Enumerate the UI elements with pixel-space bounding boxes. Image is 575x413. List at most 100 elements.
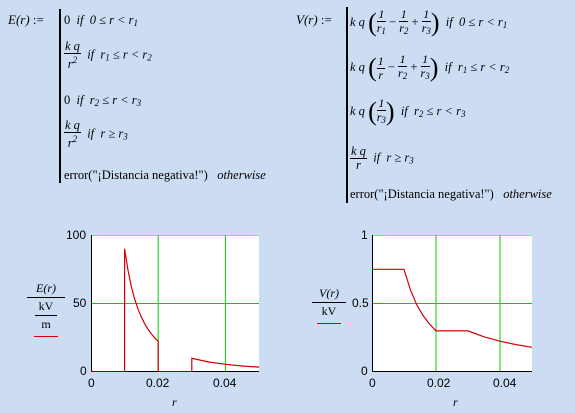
e-chart-series-3 [191, 357, 259, 372]
v-chart-ylabel[interactable]: V(r) kV [312, 286, 346, 324]
v-case-3-sub-b: 3 [460, 108, 466, 119]
v-case-2[interactable]: k q (1 r − 1 r2 + 1 r3) if r1 ≤ r < r2 [350, 52, 510, 82]
e-case-4[interactable]: k q r2 if r ≥ r3 [64, 119, 128, 150]
v-case-5-cond: otherwise [503, 187, 552, 201]
e-lhs-label: E(r) [8, 12, 30, 27]
e-chart-ylabel-main: E(r) [36, 281, 56, 295]
v-ytick-05: 0.5 [352, 296, 369, 310]
v-case-1-lead: k q [350, 14, 365, 29]
e-case-4-den: r [67, 136, 73, 151]
frac-num: 1 [376, 96, 386, 111]
e-case-2-num: k q [64, 39, 81, 54]
e-case-3-cond-a: r [89, 93, 95, 107]
v-case-5-expr: error("¡Distancia negativa!") [350, 187, 494, 201]
v-xtick-004: 0.04 [493, 376, 517, 390]
v-chart-xlabel: r [453, 395, 458, 409]
frac-num: 1 [420, 52, 430, 67]
e-case-1[interactable]: 0 if 0 ≤ r < r1 [64, 13, 138, 28]
e-ytick-100: 100 [66, 228, 87, 242]
e-function-lhs[interactable]: E(r) := [8, 12, 44, 28]
e-case-2-sub-b: 2 [147, 52, 152, 63]
v-case-3-cond-b: ≤ r < r [426, 103, 461, 118]
v-case-3-if: if [400, 103, 408, 118]
v-xtick-0: 0 [369, 376, 376, 390]
v-case-4-cond: r ≥ r [386, 150, 410, 165]
e-piecewise-bar [59, 9, 61, 183]
v-case-2-cond-a: r [457, 59, 463, 74]
frac-den: r3 [421, 21, 431, 37]
v-chart-series-0 [372, 268, 532, 348]
v-lhs-label: V(r) [296, 12, 318, 27]
e-case-2-cond-a: r [100, 47, 106, 62]
v-xtick-002: 0.02 [427, 376, 451, 390]
e-case-3-cond-b: ≤ r < r [102, 93, 137, 107]
frac-den: r1 [376, 21, 386, 37]
e-assign-symbol: := [32, 12, 44, 27]
close-paren-icon: ) [430, 8, 440, 37]
v-case-2-cond-b: ≤ r < r [470, 59, 505, 74]
v-case-3-cond-a: r [414, 103, 419, 118]
e-chart-ylabel[interactable]: E(r) kV m [27, 281, 65, 337]
e-case-2-pow: 2 [72, 55, 78, 65]
v-legend-line [317, 323, 341, 324]
e-case-3-expr: 0 [64, 93, 71, 107]
v-case-4-den: r [356, 158, 361, 172]
e-case-4-if: if [87, 126, 95, 141]
e-case-3[interactable]: 0 if r2 ≤ r < r3 [64, 93, 141, 108]
e-case-5-expr: error("¡Distancia negativa!") [64, 168, 208, 182]
v-function-lhs[interactable]: V(r) := [296, 12, 332, 28]
v-ytick-0: 0 [361, 364, 368, 378]
e-case-4-cond: r ≥ r [100, 126, 124, 141]
ylabel-fraction-bar [35, 315, 57, 316]
frac-den: r2 [398, 66, 408, 82]
open-paren-icon: ( [368, 97, 377, 126]
e-case-5[interactable]: error("¡Distancia negativa!") otherwise [64, 168, 266, 183]
v-case-1[interactable]: k q (1 r1 − 1 r2 + 1 r3) if 0 ≤ r < r1 [350, 7, 508, 37]
v-case-4-sub: 3 [409, 155, 414, 166]
e-field-chart[interactable] [91, 235, 259, 372]
e-case-4-pow: 2 [72, 134, 78, 144]
v-case-4-num: k q [350, 144, 367, 159]
v-assign-symbol: := [320, 12, 332, 27]
e-case-2[interactable]: k q r2 if r1 ≤ r < r2 [64, 40, 152, 71]
frac-den: r2 [399, 21, 409, 37]
v-case-1-cond: 0 ≤ r < r [459, 14, 503, 29]
e-case-1-cond: 0 ≤ r < r [89, 13, 134, 27]
frac-num: 1 [399, 7, 409, 22]
e-case-2-if: if [87, 47, 95, 62]
e-case-2-cond-b: ≤ r < r [112, 47, 148, 62]
v-case-1-if: if [445, 14, 453, 29]
v-potential-chart[interactable] [372, 235, 532, 372]
frac-den: r [378, 67, 384, 82]
close-paren-icon: ) [385, 97, 395, 126]
v-case-1-sub: 1 [502, 19, 508, 30]
frac-num: 1 [376, 7, 386, 22]
e-xtick-002: 0.02 [146, 376, 170, 390]
close-paren-icon: ) [429, 53, 439, 82]
e-xtick-0: 0 [88, 376, 95, 390]
open-paren-icon: ( [368, 8, 377, 37]
e-case-3-sub-b: 3 [136, 98, 142, 108]
v-piecewise-bar [346, 7, 348, 203]
open-paren-icon: ( [368, 53, 377, 82]
ylabel-fraction-bar [27, 297, 65, 298]
e-case-4-sub: 3 [123, 131, 128, 142]
frac-num: 1 [376, 53, 385, 69]
frac-num: 1 [421, 7, 431, 22]
e-ytick-0: 0 [80, 364, 87, 378]
e-case-2-den: r [67, 57, 73, 72]
ylabel-fraction-bar [312, 302, 346, 303]
frac-den: r3 [420, 66, 430, 82]
e-case-1-expr: 0 [64, 13, 71, 27]
v-case-4-if: if [373, 150, 381, 165]
v-case-2-lead: k q [350, 59, 365, 74]
e-ytick-50: 50 [73, 296, 87, 310]
v-case-3-sub-a: 2 [418, 108, 424, 119]
v-case-5[interactable]: error("¡Distancia negativa!") otherwise [350, 187, 552, 202]
e-case-2-sub-a: 1 [105, 52, 110, 63]
frac-num: 1 [398, 52, 408, 67]
v-case-3[interactable]: k q (1 r3) if r2 ≤ r < r3 [350, 97, 465, 127]
e-chart-ylabel-num: kV [38, 299, 54, 313]
e-case-5-cond: otherwise [217, 168, 266, 182]
